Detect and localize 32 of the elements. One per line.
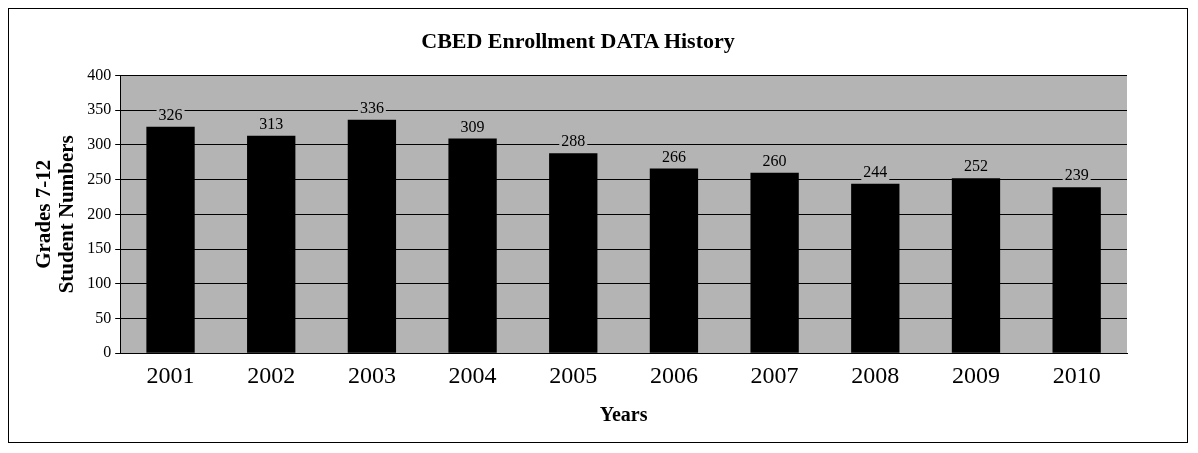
y-tick-label: 300 <box>87 135 112 153</box>
y-tick-label: 400 <box>87 65 112 83</box>
y-tick-label: 100 <box>87 273 112 291</box>
x-tick-label: 2006 <box>649 361 698 388</box>
data-label: 252 <box>963 157 988 175</box>
x-tick-label: 2003 <box>347 361 396 388</box>
y-tick-label: 350 <box>87 100 112 118</box>
data-label: 309 <box>460 117 485 135</box>
x-axis-title: Years <box>599 403 648 426</box>
chart-title: CBED Enrollment DATA History <box>421 27 735 53</box>
data-label: 260 <box>762 151 787 169</box>
y-tick-label: 250 <box>87 169 112 187</box>
y-tick-label: 50 <box>95 308 112 326</box>
data-label: 326 <box>158 106 183 123</box>
data-label: 239 <box>1064 166 1089 184</box>
x-tick-label: 2002 <box>247 361 296 388</box>
x-tick-label: 2008 <box>851 361 900 388</box>
x-tick-label: 2005 <box>549 361 598 388</box>
x-tick-label: 2007 <box>750 361 799 388</box>
data-label: 336 <box>359 99 384 117</box>
data-label: 244 <box>863 162 888 180</box>
data-label: 288 <box>561 132 586 150</box>
x-tick-label: 2009 <box>951 361 1000 388</box>
data-label: 313 <box>259 115 284 133</box>
y-tick-label: 200 <box>87 204 112 222</box>
x-tick-label: 2001 <box>146 361 195 388</box>
data-label: 266 <box>661 147 686 165</box>
y-tick-label: 0 <box>103 343 112 361</box>
y-tick-label: 150 <box>87 239 112 257</box>
x-tick-label: 2004 <box>448 361 497 388</box>
y-axis-title: Grades 7-12 Student Numbers <box>30 135 79 294</box>
x-tick-label: 2010 <box>1052 361 1101 388</box>
